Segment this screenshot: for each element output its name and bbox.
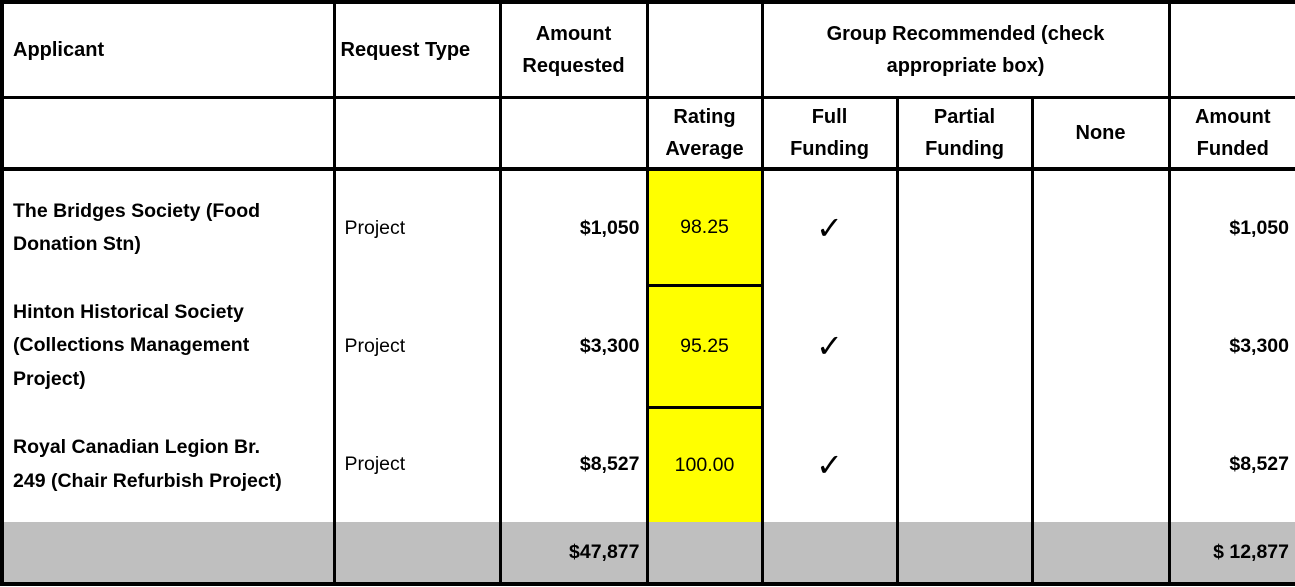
none-cell <box>1030 169 1171 285</box>
partial-funding-header: Partial Funding <box>895 97 1034 171</box>
amount-requested-subheader-spacer <box>498 97 649 171</box>
totals-full-funding-spacer <box>760 522 899 584</box>
checkmark-icon: ✓ <box>816 210 843 246</box>
totals-rating-spacer <box>645 522 764 584</box>
none-cell <box>1030 407 1171 522</box>
full-funding-cell: ✓ <box>760 169 899 285</box>
amount-requested-cell: $3,300 <box>498 285 649 407</box>
none-cell <box>1030 285 1171 407</box>
full-funding-cell: ✓ <box>760 407 899 522</box>
full-funding-header: Full Funding <box>760 97 899 171</box>
amount-requested-header: Amount Requested <box>498 2 649 99</box>
totals-none-spacer <box>1030 522 1171 584</box>
none-header: None <box>1030 97 1171 171</box>
request-type-subheader-spacer <box>332 97 502 171</box>
full-funding-cell: ✓ <box>760 285 899 407</box>
applicant-cell: The Bridges Society (Food Donation Stn) <box>0 169 336 285</box>
rating-average-spacer-cell <box>645 2 764 99</box>
request-type-cell: Project <box>332 169 502 285</box>
checkmark-icon: ✓ <box>816 328 843 364</box>
header-row-2: Rating Average Full Funding Partial Fund… <box>0 97 1295 171</box>
full-funding-label: Full Funding <box>790 105 869 160</box>
request-type-cell: Project <box>332 285 502 407</box>
request-type-header: Request Type <box>332 2 502 99</box>
total-amount-funded-cell: $ 12,877 <box>1167 522 1295 584</box>
table-row: Hinton Historical Society (Collections M… <box>0 285 1295 409</box>
amount-funded-spacer-cell <box>1167 2 1295 99</box>
applicant-cell: Royal Canadian Legion Br. 249 (Chair Ref… <box>0 407 336 522</box>
amount-funded-cell: $3,300 <box>1167 285 1295 407</box>
totals-request-type-spacer <box>332 522 502 584</box>
totals-row: $47,877 $ 12,877 <box>0 522 1295 584</box>
request-type-cell: Project <box>332 407 502 522</box>
applicant-cell: Hinton Historical Society (Collections M… <box>0 285 336 407</box>
total-amount-requested-cell: $47,877 <box>498 522 649 584</box>
partial-funding-cell <box>895 407 1034 522</box>
amount-requested-cell: $1,050 <box>498 169 649 285</box>
amount-funded-cell: $8,527 <box>1167 407 1295 522</box>
rating-cell: 95.25 <box>645 285 764 409</box>
table-row: The Bridges Society (Food Donation Stn) … <box>0 169 1295 287</box>
amount-requested-cell: $8,527 <box>498 407 649 522</box>
header-row-1: Applicant Request Type Amount Requested … <box>0 2 1295 99</box>
group-recommended-label: Group Recommended (check appropriate box… <box>826 22 1105 77</box>
partial-funding-cell <box>895 169 1034 285</box>
checkmark-icon: ✓ <box>816 446 843 483</box>
applicant-subheader-spacer <box>0 97 336 171</box>
amount-funded-header: Amount Funded <box>1167 97 1295 171</box>
totals-applicant-spacer <box>0 522 336 584</box>
applicant-header: Applicant <box>0 2 336 99</box>
partial-funding-cell <box>895 285 1034 407</box>
group-recommended-header: Group Recommended (check appropriate box… <box>760 2 1171 99</box>
table-row: Royal Canadian Legion Br. 249 (Chair Ref… <box>0 407 1295 522</box>
amount-funded-cell: $1,050 <box>1167 169 1295 285</box>
rating-cell: 98.25 <box>645 169 764 287</box>
rating-average-header: Rating Average <box>645 97 764 171</box>
rating-cell: 100.00 <box>645 407 764 522</box>
totals-partial-funding-spacer <box>895 522 1034 584</box>
